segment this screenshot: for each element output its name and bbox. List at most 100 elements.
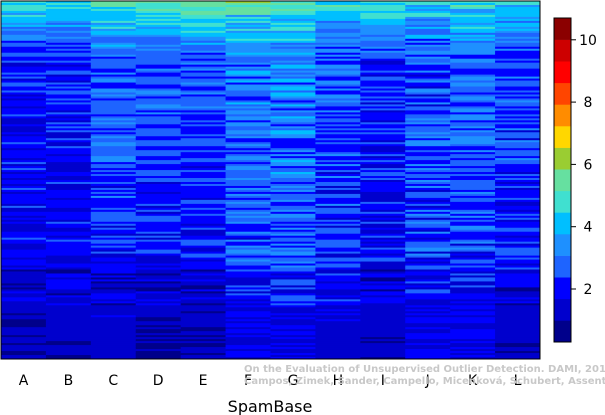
heatmap-cell [45,168,92,171]
heatmap-cell [450,98,496,101]
heatmap-cell [315,106,361,109]
heatmap-cell [225,227,271,231]
heatmap-cell [360,176,406,179]
heatmap-cell [450,249,496,253]
heatmap-cell [360,96,406,99]
heatmap-cell [225,86,271,90]
heatmap-cell [1,251,47,255]
heatmap-cell [135,100,182,103]
heatmap-cell [180,287,227,290]
heatmap-cell [90,88,137,91]
heatmap-cell [405,293,451,296]
heatmap-cell [360,172,406,175]
heatmap-cell [180,84,227,88]
heatmap-cell [180,12,227,16]
heatmap-cell [315,317,361,320]
heatmap-cell [450,285,496,288]
heatmap-cell [495,68,541,72]
heatmap-cell [405,227,451,231]
heatmap-cell [360,193,406,197]
heatmap-cell [495,335,541,338]
heatmap-cell [225,148,271,151]
heatmap-cell [180,347,227,350]
heatmap-cell [405,357,451,360]
heatmap-cell [45,329,92,332]
heatmap-cell [450,331,496,334]
heatmap-cell [135,273,182,276]
heatmap-cell [450,34,496,38]
heatmap-cell [495,305,541,308]
heatmap-cell [45,96,92,99]
heatmap-cell [315,120,361,123]
heatmap-cell [90,321,137,324]
heatmap-cell [450,68,496,72]
heatmap-cell [1,30,47,34]
heatmap-cell [180,249,227,253]
heatmap-cell [180,160,227,163]
heatmap-cell [315,217,361,221]
heatmap-cell [360,158,406,161]
heatmap-cell [360,44,406,48]
heatmap-cell [45,201,92,205]
heatmap-cell [1,140,47,143]
heatmap-cell [405,14,451,18]
heatmap-cell [1,261,47,265]
heatmap-cell [45,68,92,72]
heatmap-cell [360,267,406,270]
heatmap-cell [225,96,271,99]
heatmap-cell [225,14,271,18]
heatmap-cell [135,66,182,70]
heatmap-cell [225,273,271,276]
heatmap-cell [1,138,47,141]
heatmap-cell [270,166,316,169]
heatmap-cell [360,293,406,296]
heatmap-cell [135,191,182,195]
heatmap-cell [405,98,451,101]
heatmap-cell [495,12,541,16]
heatmap-cell [90,114,137,117]
heatmap-cell [90,199,137,203]
heatmap-cell [495,245,541,249]
heatmap-cell [405,132,451,135]
heatmap-cell [270,211,316,215]
heatmap-cell [315,275,361,278]
heatmap-cell [495,24,541,28]
heatmap-cell [450,4,496,8]
heatmap-cell [45,94,92,97]
heatmap-cell [135,162,182,165]
colorbar-segment [554,147,571,170]
heatmap-cell [495,50,541,54]
heatmap-cell [270,110,316,113]
heatmap-cell [360,281,406,284]
heatmap-cell [45,84,92,88]
heatmap-cell [495,36,541,40]
heatmap-cell [1,144,47,147]
heatmap-cell [135,22,182,26]
heatmap-cell [270,40,316,44]
heatmap-cell [270,30,316,34]
heatmap-cell [360,108,406,111]
heatmap-cell [270,355,316,358]
heatmap-cell [180,297,227,300]
heatmap-cell [495,269,541,272]
heatmap-cell [135,60,182,64]
heatmap-cell [225,82,271,86]
heatmap-cell [360,98,406,101]
heatmap-cell [450,199,496,203]
heatmap-cell [225,191,271,195]
heatmap-cell [315,209,361,213]
heatmap-cell [405,191,451,195]
heatmap-cell [270,100,316,103]
heatmap-cell [495,102,541,105]
heatmap-cell [45,164,92,167]
heatmap-cell [45,80,92,84]
heatmap-cell [180,82,227,86]
heatmap-cell [270,76,316,80]
heatmap-cell [180,54,227,58]
heatmap-cell [270,4,316,8]
heatmap-cell [135,311,182,314]
heatmap-cell [180,18,227,22]
heatmap-cell [135,281,182,284]
heatmap-cell [270,197,316,201]
heatmap-cell [495,201,541,205]
